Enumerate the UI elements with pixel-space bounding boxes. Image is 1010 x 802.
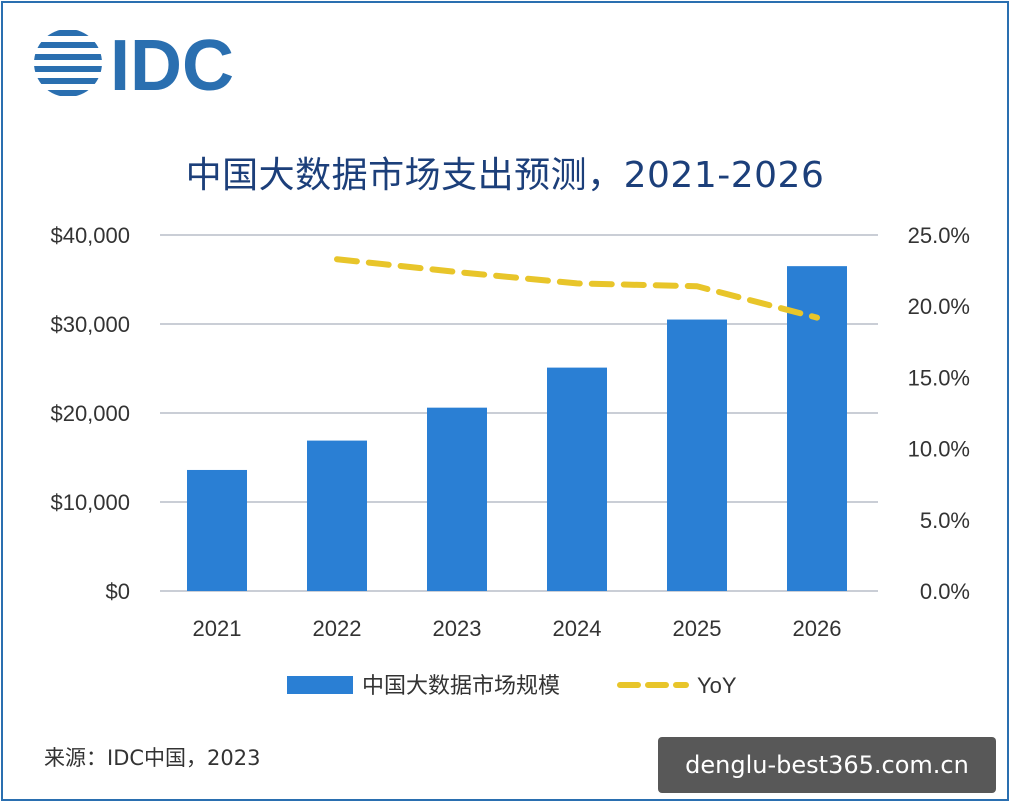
watermark: denglu-best365.com.cn	[658, 737, 996, 793]
source-note: 来源：IDC中国，2023	[44, 746, 261, 770]
y-right-tick-label: 25.0%	[908, 223, 970, 248]
legend-bar-swatch	[287, 676, 353, 694]
y-left-tick-label: $10,000	[50, 490, 130, 515]
x-tick-label: 2026	[793, 616, 842, 641]
legend-bar-label: 中国大数据市场规模	[362, 673, 560, 698]
y-right-tick-label: 5.0%	[920, 508, 970, 533]
y-left-tick-label: $0	[106, 579, 130, 604]
bar	[667, 319, 727, 591]
logo-text: IDC	[110, 26, 234, 106]
y-left-tick-label: $30,000	[50, 312, 130, 337]
chart-title: 中国大数据市场支出预测，2021-2026	[185, 155, 825, 196]
x-tick-label: 2024	[553, 616, 602, 641]
y-right-tick-label: 20.0%	[908, 294, 970, 319]
x-tick-label: 2021	[193, 616, 242, 641]
bar	[187, 469, 247, 591]
globe-icon	[34, 30, 102, 96]
x-tick-label: 2025	[673, 616, 722, 641]
y-left-tick-label: $20,000	[50, 401, 130, 426]
bar	[427, 407, 487, 591]
y-right-tick-label: 15.0%	[908, 365, 970, 390]
y-right-tick-label: 10.0%	[908, 437, 970, 462]
bar	[307, 440, 367, 591]
idc-logo: IDC	[34, 26, 234, 106]
y-right-tick-label: 0.0%	[920, 579, 970, 604]
x-tick-label: 2023	[433, 616, 482, 641]
x-tick-label: 2022	[313, 616, 362, 641]
y-left-tick-label: $40,000	[50, 223, 130, 248]
bar	[547, 367, 607, 591]
legend-line-label: YoY	[697, 673, 737, 698]
yoy-line	[334, 256, 820, 321]
